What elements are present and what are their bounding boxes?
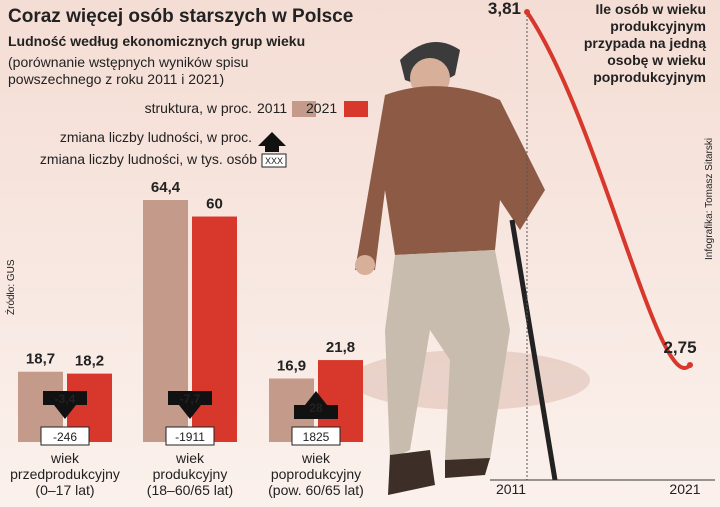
change-label: 28: [309, 401, 323, 415]
x-tick-label: wiek: [175, 450, 205, 466]
value-label: 3,81: [488, 0, 521, 18]
legend-change-pct: zmiana liczby ludności, w proc.: [60, 129, 252, 145]
legend-swatch: [292, 101, 316, 117]
change-thousands: -246: [53, 430, 77, 444]
value-label: 64,4: [151, 179, 181, 196]
line: [525, 10, 692, 370]
line-title: poprodukcyjnym: [593, 69, 706, 85]
line-title: produkcyjnym: [610, 18, 706, 34]
legend-change-thousands: zmiana liczby ludności, w tys. osób: [40, 151, 257, 167]
line-title: osobę w wieku: [607, 52, 706, 68]
subtitle: Ludność według ekonomicznych grup wieku: [8, 33, 305, 49]
legend-label: 2011: [257, 100, 287, 116]
change-arrow: [294, 391, 338, 419]
x-tick-label: (0–17 lat): [35, 482, 94, 498]
note: powszechnego z roku 2011 i 2021): [8, 71, 224, 87]
value-label: 60: [206, 196, 223, 213]
x-tick-label: poprodukcyjny: [271, 466, 361, 482]
value-label: 16,9: [277, 357, 306, 374]
value-label: 2,75: [663, 338, 696, 357]
title: Coraz więcej osób starszych w Polsce: [8, 6, 353, 27]
change-label: -3,4: [55, 392, 76, 406]
change-box: [165, 426, 215, 446]
legend-label: 2021: [306, 100, 337, 116]
x-tick-label: 2021: [669, 481, 700, 497]
value-label: 18,7: [26, 351, 55, 368]
x-tick-label: produkcyjny: [153, 466, 228, 482]
x-tick-label: 2011: [496, 481, 526, 497]
bar: [192, 216, 237, 442]
value-label: 21,8: [326, 339, 355, 356]
value-label: 18,2: [75, 353, 104, 370]
change-thousands: -1911: [175, 430, 205, 444]
change-label: -7,7: [180, 392, 201, 406]
change-thousands: 1825: [303, 430, 330, 444]
change-arrow: [43, 391, 87, 419]
x-tick-label: wiek: [50, 450, 80, 466]
legend-structure: struktura, w proc.: [145, 100, 252, 116]
x-tick-label: (18–60/65 lat): [147, 482, 233, 498]
legend-sample: XXX: [265, 156, 283, 166]
x-tick-label: (pow. 60/65 lat): [268, 482, 364, 498]
legend-box: [261, 153, 287, 168]
x-tick-label: przedprodukcyjny: [10, 466, 120, 482]
legend-swatch: [344, 101, 368, 117]
note: (porównanie wstępnych wyników spisu: [8, 54, 248, 70]
change-box: [291, 426, 341, 446]
line-title: Ile osób w wieku: [596, 1, 706, 17]
source: Źródło: GUS: [4, 259, 17, 315]
line-title: przypada na jedną: [584, 35, 706, 51]
legend-arrow: [258, 132, 286, 152]
photo-man: [350, 42, 590, 495]
change-box: [40, 426, 90, 446]
x-tick-label: wiek: [301, 450, 331, 466]
change-arrow: [168, 391, 212, 419]
point: [524, 9, 530, 15]
credit: Infografika: Tomasz Sitarski: [704, 138, 715, 260]
point: [687, 362, 693, 368]
